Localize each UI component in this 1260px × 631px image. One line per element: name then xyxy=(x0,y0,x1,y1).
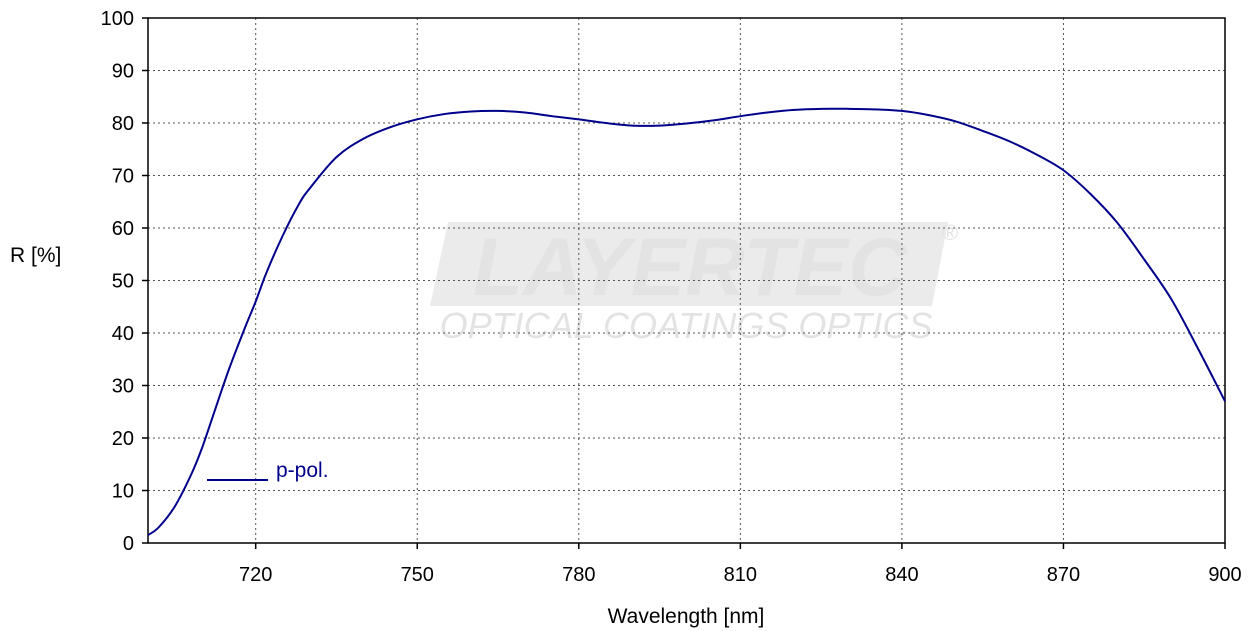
ticks: 720 750 780 810 840 870 900 0 10 20 30 40 50 60 70 80 90… xyxy=(101,8,1242,586)
y-tick-label: 50 xyxy=(112,271,134,293)
x-tick-label: 780 xyxy=(562,564,595,586)
y-tick-label: 90 xyxy=(112,61,134,83)
y-tick-label: 70 xyxy=(112,166,134,188)
watermark-tagline: OPTICAL COATINGS OPTICS xyxy=(440,305,933,346)
legend-label-p-pol: p-pol. xyxy=(276,459,329,482)
x-tick-label: 900 xyxy=(1208,564,1241,586)
x-tick-label: 870 xyxy=(1047,564,1080,586)
y-tick-label: 40 xyxy=(112,323,134,345)
y-tick-label: 10 xyxy=(112,481,134,503)
series-line-p-pol xyxy=(147,107,1226,536)
x-tick-label: 750 xyxy=(401,564,434,586)
x-tick-label: 840 xyxy=(885,564,918,586)
y-tick-label: 0 xyxy=(123,533,134,555)
y-tick-label: 30 xyxy=(112,376,134,398)
legend: p-pol. xyxy=(207,459,329,482)
y-tick-label: 80 xyxy=(112,113,134,135)
watermark-registered: ® xyxy=(942,220,958,245)
y-axis-label: R [%] xyxy=(10,244,61,267)
watermark-brand: LAYERTEC xyxy=(473,222,909,313)
y-tick-label: 100 xyxy=(101,8,134,30)
y-tick-label: 20 xyxy=(112,428,134,450)
y-tick-label: 60 xyxy=(112,218,134,240)
watermark-logo-shape xyxy=(430,222,948,306)
watermark: LAYERTEC ® OPTICAL COATINGS OPTICS xyxy=(430,220,958,346)
x-tick-label: 720 xyxy=(239,564,272,586)
x-tick-label: 810 xyxy=(724,564,757,586)
x-axis-label: Wavelength [nm] xyxy=(608,605,765,628)
series-layer xyxy=(147,107,1226,536)
